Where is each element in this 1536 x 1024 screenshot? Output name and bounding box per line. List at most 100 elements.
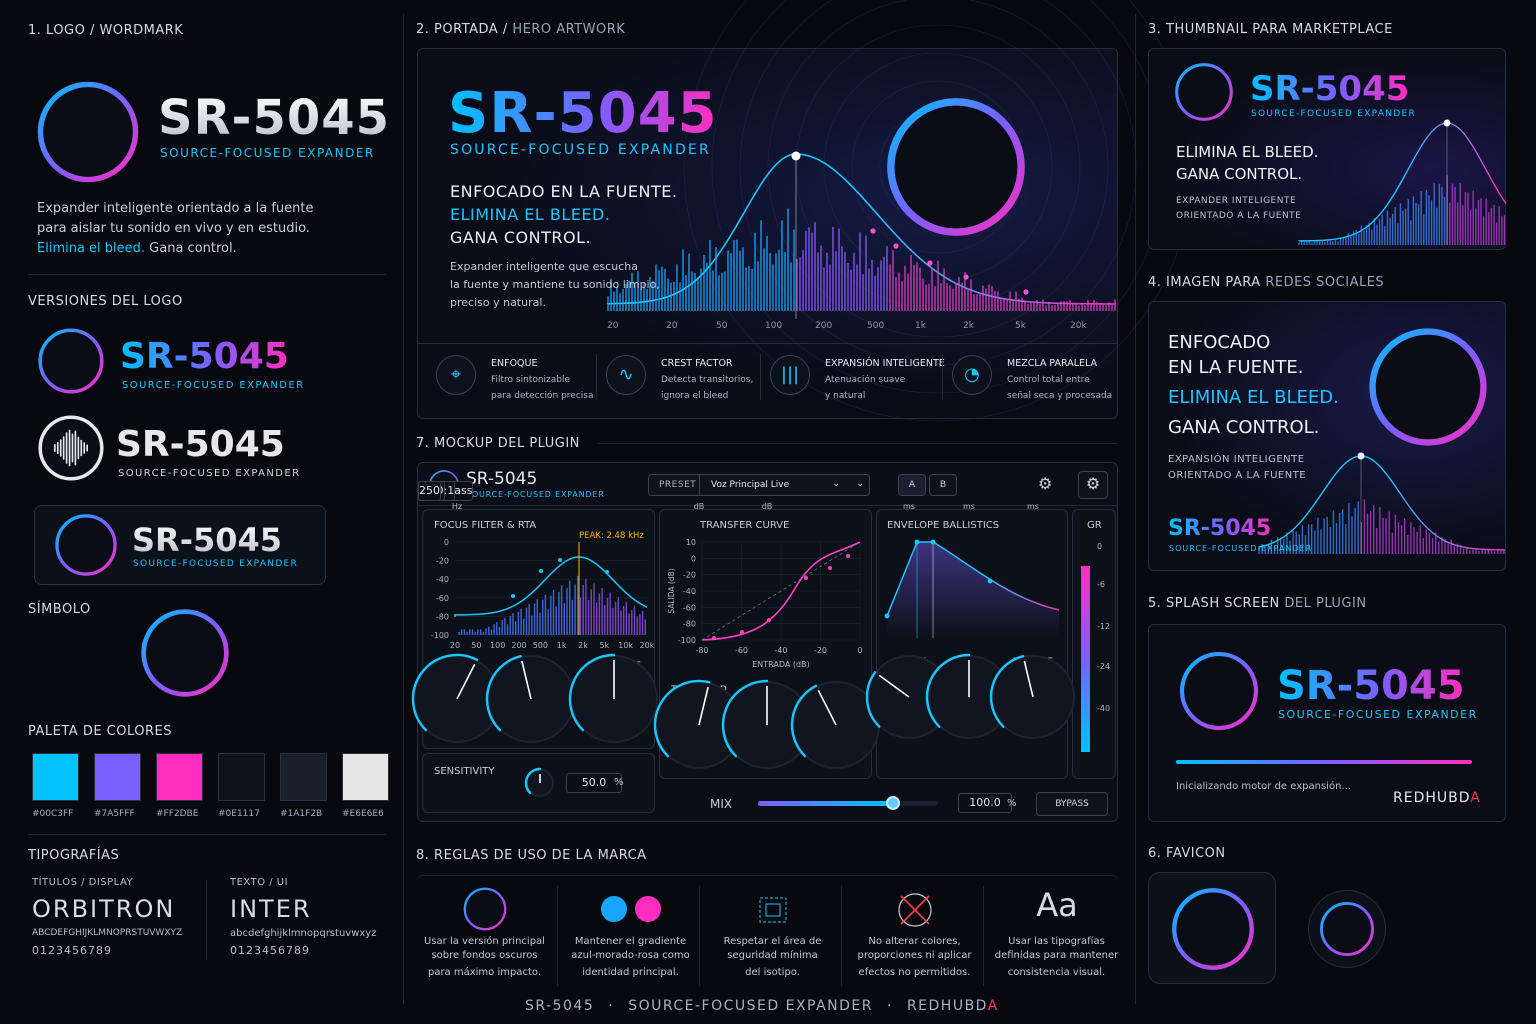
chevron-down-icon[interactable]: ⌄ (856, 478, 865, 489)
divider (760, 354, 761, 400)
safe-area-icon (759, 897, 787, 923)
section-title: 6. FAVICON (1148, 846, 1226, 861)
rule-text-line: Mantener el gradiente (574, 936, 687, 947)
mix-value[interactable]: 100.0 (958, 793, 1012, 813)
dial-icon: ◔ (952, 355, 992, 395)
waveform-ring-icon (887, 98, 1025, 236)
dot-cyan-icon (601, 896, 627, 922)
color-hex-label: #E6E6E6 (342, 809, 384, 819)
knob-arc (411, 653, 479, 732)
threshold-knob[interactable] (653, 679, 745, 771)
envelope-chart[interactable] (877, 510, 1069, 650)
mix-slider-handle[interactable] (886, 796, 900, 810)
waveform-ring-icon (1369, 328, 1487, 446)
hero-artwork: SR-5045 SOURCE-FOCUSED EXPANDER ENFOCADO… (417, 0, 1193, 422)
curve-node (927, 260, 933, 266)
waveform-ring-icon (37, 81, 139, 183)
feature-desc: para detección precisa (491, 391, 594, 401)
rule-item: Usar la versión principal sobre fondos os… (417, 876, 552, 994)
curve-node (846, 554, 850, 558)
rule-text-line: para máximo impacto. (427, 967, 542, 978)
ab-a-button[interactable]: A (898, 474, 926, 496)
thumbnail-logo-symbol (1173, 61, 1235, 123)
divider (206, 880, 207, 960)
social-wordmark: SR-5045 (1168, 516, 1272, 541)
splash-tagline: SOURCE-FOCUSED EXPANDER (1278, 708, 1478, 721)
release-segment (917, 541, 1060, 611)
feature-desc: y natural (825, 391, 866, 401)
rule-text-line: definidas para mantener (994, 950, 1119, 961)
x-tick-label: 0 (857, 646, 862, 655)
hold-knob[interactable] (925, 653, 1013, 741)
rule-text-line: del isotipo. (745, 967, 800, 978)
peak-marker (1357, 452, 1365, 460)
options-gear-icon[interactable]: ⚙ (1078, 471, 1108, 499)
hero-body: Expander inteligente que escucha la fuent… (450, 260, 660, 309)
feature-title: EXPANSIÓN INTELIGENTE (825, 358, 945, 369)
color-swatch (342, 753, 389, 801)
hero-logo-symbol (882, 93, 1030, 241)
x-tick-label: 100 (490, 641, 505, 650)
divider (418, 343, 1118, 344)
chevron-down-icon[interactable]: ⌄ (832, 478, 841, 489)
splash-wordmark: SR-5045 (1277, 663, 1465, 709)
section-title: VERSIONES DEL LOGO (28, 294, 183, 309)
preset-selector[interactable]: PRESET Voz Principal Live ⌄ ⌄ (648, 474, 870, 496)
divider (418, 505, 1118, 506)
x-tick-label: 200 (511, 641, 526, 650)
color-hex-label: #FF2DBE (156, 809, 199, 819)
y-tick-label: -20 (436, 557, 449, 566)
knob-arc (524, 767, 542, 795)
social-tagline: SOURCE-FOCUSED EXPANDER (1169, 544, 1313, 553)
wordmark-gradient: SR-5045 (120, 336, 289, 377)
knob-arc (568, 653, 616, 732)
envelope-fill (887, 542, 1059, 638)
section-title: 2. PORTADA / HERO ARTWORK (416, 22, 626, 37)
divider (699, 886, 700, 986)
logo-badge: SR-5045 SOURCE-FOCUSED EXPANDER (34, 505, 326, 585)
freq-tick-label: 20 (666, 321, 678, 331)
knob-unit: ms (1027, 502, 1039, 511)
color-hex-label: #7A5FFF (94, 809, 135, 819)
x-tick-label: -80 (695, 646, 708, 655)
focus-curve (454, 556, 648, 617)
x-tick-label: -40 (774, 646, 787, 655)
sensitivity-knob[interactable] (524, 767, 556, 799)
rule-text-line: identidad principal. (582, 967, 679, 978)
ab-b-button[interactable]: B (929, 474, 957, 496)
focus-q-knob[interactable] (485, 653, 577, 745)
knob-arc (653, 679, 711, 758)
knob-pointer (878, 674, 910, 698)
tagline: SOURCE-FOCUSED EXPANDER (122, 380, 305, 391)
knob-value[interactable]: 250 (418, 481, 441, 501)
panel-title: ENVELOPE BALLISTICS (887, 520, 1000, 531)
panel-title: TRANSFER CURVE (700, 520, 790, 531)
x-tick-label: 500 (533, 641, 548, 650)
typo-sample: ABCDEFGHIJKLMNOPRSTUVWXYZ (32, 928, 183, 938)
waveform-ring-icon (1172, 888, 1254, 970)
gr-meter-bar (1081, 566, 1090, 752)
bypass-button[interactable]: BYPASS (1036, 792, 1108, 816)
y-axis-label: SALIDA (dB) (667, 568, 676, 613)
y-tick-label: 10 (686, 538, 696, 547)
color-swatch (218, 753, 265, 801)
waveform-icon: ∿ (606, 355, 646, 395)
feature-title: ENFOQUE (491, 358, 538, 369)
freq-tick-label: 2k (963, 321, 974, 331)
curve-node (893, 243, 899, 249)
y-tick-label: -60 (436, 594, 449, 603)
filter-type-knob[interactable] (568, 653, 660, 745)
logo-icon (463, 887, 507, 931)
section-title: 7. MOCKUP DEL PLUGIN (416, 436, 580, 451)
mix-label: MIX (710, 797, 733, 811)
knob-unit: Hz (451, 502, 463, 511)
transfer-curve-chart[interactable]: 100-20-40-60-80-100-80 -60 -40 -20 0ENTRADA … (660, 510, 873, 680)
divider (841, 886, 842, 986)
sensitivity-value[interactable]: 50.0 (566, 773, 622, 793)
mix-unit: % (1007, 798, 1017, 809)
settings-gear-icon[interactable]: ⚙ (1038, 474, 1053, 493)
sensitivity-unit: % (614, 777, 624, 788)
social-sub: EXPANSIÓN INTELIGENTE ORIENTADO A LA FUEN… (1168, 454, 1307, 481)
release-knob[interactable] (989, 653, 1077, 741)
